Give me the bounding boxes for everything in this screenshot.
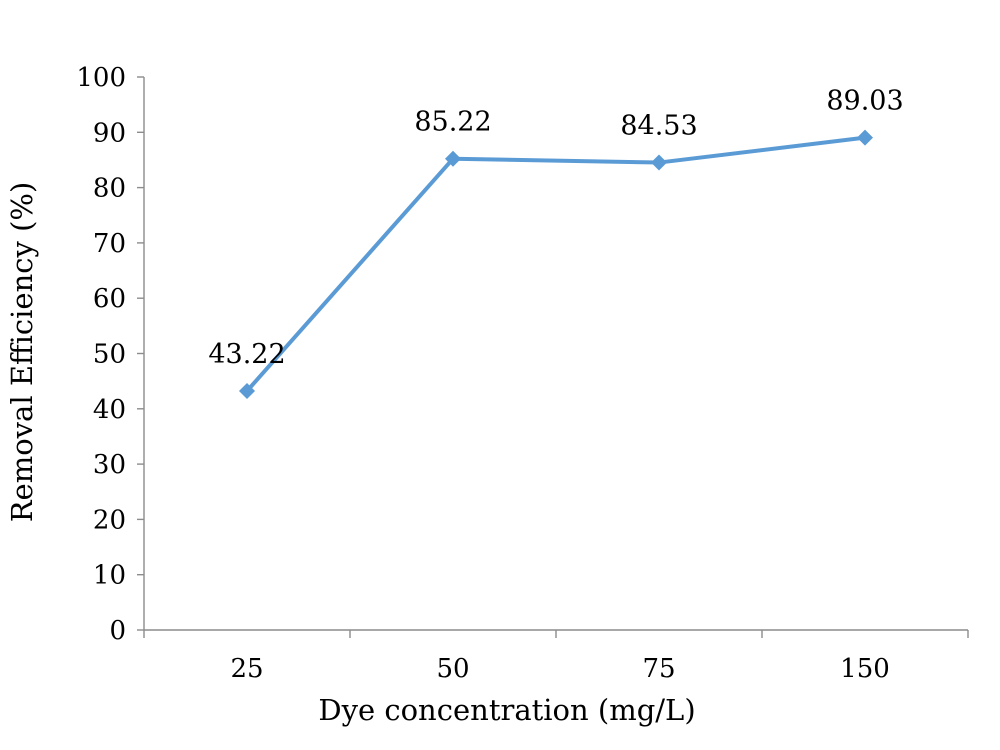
data-label: 43.22 [208,339,285,370]
x-tick-label: 75 [642,654,675,684]
data-label: 84.53 [620,111,697,142]
x-tick-label: 150 [840,654,890,684]
y-tick-label: 20 [93,505,126,535]
y-tick-label: 100 [76,63,126,93]
data-label: 85.22 [414,107,491,138]
y-tick-label: 80 [93,174,126,204]
series-line [245,135,867,393]
y-tick-label: 40 [93,395,126,425]
series-layer [239,129,873,399]
y-tick-label: 0 [109,616,126,646]
data-point-marker [651,154,667,171]
data-point-marker [239,382,255,399]
x-tick-label: 50 [436,654,469,684]
y-tick-label: 10 [93,561,126,591]
x-axis: 25 50 75 150 [143,629,969,684]
y-axis-title: Removal Efficiency (%) [5,182,39,523]
data-point-marker [857,129,873,146]
y-tick-label: 70 [93,229,126,259]
data-label: 89.03 [826,86,903,117]
x-axis-title: Dye concentration (mg/L) [318,693,695,727]
y-tick-label: 90 [93,118,126,148]
y-tick-label: 30 [93,450,126,480]
data-labels: 43.22 85.22 84.53 89.03 [208,86,903,370]
y-tick-label: 50 [93,340,126,370]
x-tick-label: 25 [230,654,263,684]
y-axis: 0 10 20 30 40 50 60 70 80 90 100 [76,63,145,646]
data-point-marker [445,150,461,167]
y-tick-label: 60 [93,284,126,314]
